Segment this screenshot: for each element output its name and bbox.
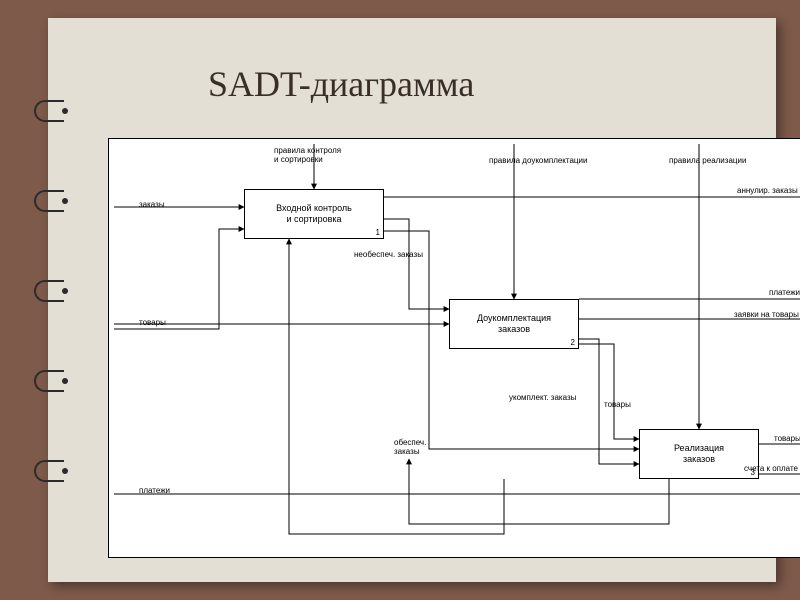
arrow-label: необеспеч. заказы [354, 251, 423, 260]
arrow-label: заказы [139, 201, 165, 210]
binder-ring [34, 190, 64, 212]
sadt-edge [384, 219, 449, 309]
sadt-edge [409, 459, 669, 524]
sadt-box-b2: Доукомплектациязаказов 2 [449, 299, 579, 349]
sadt-box-number: 2 [571, 338, 575, 347]
slide-panel: SADT-диаграмма Входной контрольи сортиро… [48, 18, 776, 582]
arrow-label: платежи [139, 487, 170, 496]
slide-title: SADT-диаграмма [208, 63, 474, 105]
binder-ring [34, 100, 64, 122]
sadt-edge [114, 229, 244, 329]
binder-ring [34, 280, 64, 302]
arrow-label: платежи [769, 289, 800, 298]
sadt-box-label: Входной контрольи сортировка [245, 203, 383, 225]
arrow-label: правила реализации [669, 157, 746, 166]
arrow-label: укомплект. заказы [509, 394, 576, 403]
binder-ring [34, 370, 64, 392]
sadt-box-label: Реализациязаказов [640, 443, 758, 465]
sadt-edge [579, 344, 639, 439]
arrow-label: товары [139, 319, 166, 328]
arrow-label: заявки на товары [734, 311, 799, 320]
arrow-label: обеспеч.заказы [394, 439, 426, 457]
sadt-box-b1: Входной контрольи сортировка 1 [244, 189, 384, 239]
arrow-label: товары [774, 435, 800, 444]
sadt-box-number: 1 [376, 228, 380, 237]
sadt-box-label: Доукомплектациязаказов [450, 313, 578, 335]
arrow-label: правила контроляи сортировки [274, 147, 341, 165]
sadt-diagram: Входной контрольи сортировка 1 Доукомплект… [108, 138, 800, 558]
arrow-label: товары [604, 401, 631, 410]
binder-ring [34, 460, 64, 482]
sadt-edge [289, 239, 504, 534]
arrow-label: правила доукомплектации [489, 157, 587, 166]
arrow-label: счета к оплате [744, 465, 798, 474]
sadt-box-b3: Реализациязаказов3 [639, 429, 759, 479]
slide-outer-frame: SADT-диаграмма Входной контрольи сортиро… [0, 0, 800, 600]
arrow-label: аннулир. заказы [737, 187, 798, 196]
